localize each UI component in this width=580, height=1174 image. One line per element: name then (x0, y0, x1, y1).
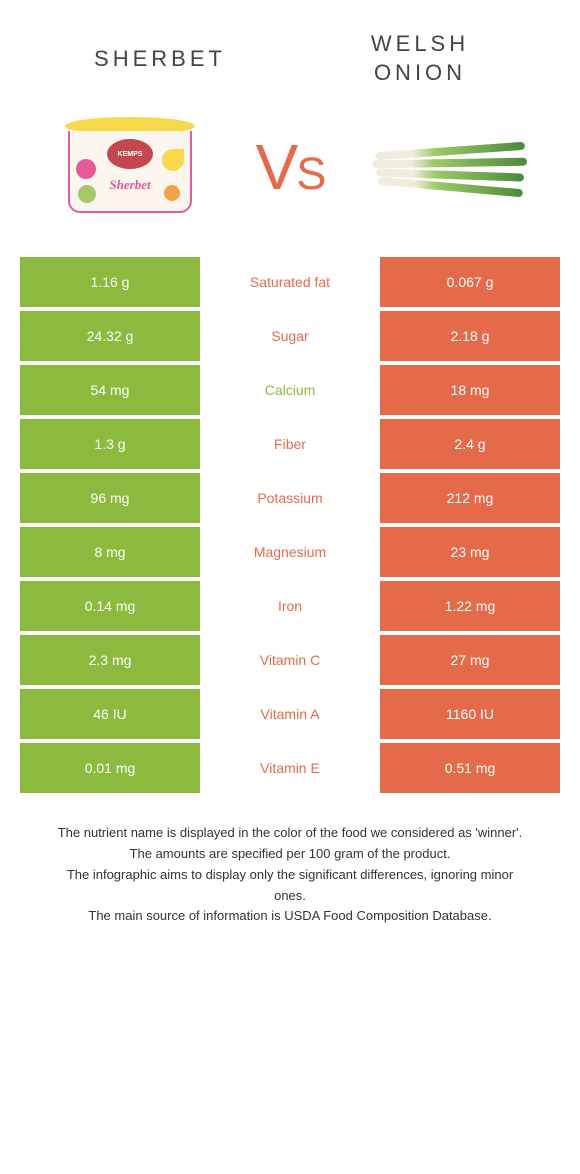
value-b-cell: 0.067 g (380, 257, 560, 307)
footnote-line: The infographic aims to display only the… (50, 865, 530, 907)
value-b-cell: 212 mg (380, 473, 560, 523)
nutrient-row: 8 mgMagnesium23 mg (20, 527, 560, 577)
value-b-cell: 18 mg (380, 365, 560, 415)
value-a-cell: 96 mg (20, 473, 200, 523)
value-a-cell: 46 IU (20, 689, 200, 739)
nutrient-row: 0.14 mgIron1.22 mg (20, 581, 560, 631)
nutrient-label: Fiber (200, 419, 380, 469)
nutrient-label: Saturated fat (200, 257, 380, 307)
nutrient-label: Magnesium (200, 527, 380, 577)
value-a-cell: 24.32 g (20, 311, 200, 361)
food-a-image: KEMPS Sherbet (50, 107, 210, 227)
nutrient-label: Potassium (200, 473, 380, 523)
value-a-cell: 2.3 mg (20, 635, 200, 685)
value-a-cell: 54 mg (20, 365, 200, 415)
value-b-cell: 2.18 g (380, 311, 560, 361)
value-a-cell: 8 mg (20, 527, 200, 577)
value-a-cell: 0.01 mg (20, 743, 200, 793)
food-b-image (370, 107, 530, 227)
value-b-cell: 27 mg (380, 635, 560, 685)
value-a-cell: 1.16 g (20, 257, 200, 307)
nutrient-row: 1.16 gSaturated fat0.067 g (20, 257, 560, 307)
nutrient-label: Calcium (200, 365, 380, 415)
value-b-cell: 1.22 mg (380, 581, 560, 631)
vs-label: Vs (256, 130, 325, 204)
nutrient-row: 2.3 mgVitamin C27 mg (20, 635, 560, 685)
footnote-line: The main source of information is USDA F… (50, 906, 530, 927)
footnotes: The nutrient name is displayed in the co… (20, 823, 560, 927)
nutrient-label: Vitamin A (200, 689, 380, 739)
nutrient-row: 24.32 gSugar2.18 g (20, 311, 560, 361)
value-b-cell: 0.51 mg (380, 743, 560, 793)
nutrient-row: 96 mgPotassium212 mg (20, 473, 560, 523)
value-a-cell: 1.3 g (20, 419, 200, 469)
nutrient-table: 1.16 gSaturated fat0.067 g24.32 gSugar2.… (20, 257, 560, 793)
nutrient-row: 1.3 gFiber2.4 g (20, 419, 560, 469)
sherbet-icon: KEMPS Sherbet (65, 117, 195, 217)
nutrient-label: Vitamin C (200, 635, 380, 685)
infographic-container: Sherbet Welsh onion KEMPS Sherbet Vs (0, 0, 580, 947)
footnote-line: The amounts are specified per 100 gram o… (50, 844, 530, 865)
nutrient-row: 46 IUVitamin A1160 IU (20, 689, 560, 739)
nutrient-label: Sugar (200, 311, 380, 361)
footnote-line: The nutrient name is displayed in the co… (50, 823, 530, 844)
value-b-cell: 1160 IU (380, 689, 560, 739)
value-b-cell: 2.4 g (380, 419, 560, 469)
nutrient-row: 0.01 mgVitamin E0.51 mg (20, 743, 560, 793)
nutrient-row: 54 mgCalcium18 mg (20, 365, 560, 415)
titles-row: Sherbet Welsh onion (20, 30, 560, 97)
food-a-title: Sherbet (60, 46, 260, 72)
value-b-cell: 23 mg (380, 527, 560, 577)
value-a-cell: 0.14 mg (20, 581, 200, 631)
food-b-title: Welsh onion (320, 30, 520, 87)
welsh-onion-icon (370, 127, 530, 207)
images-row: KEMPS Sherbet Vs (20, 97, 560, 257)
nutrient-label: Vitamin E (200, 743, 380, 793)
nutrient-label: Iron (200, 581, 380, 631)
